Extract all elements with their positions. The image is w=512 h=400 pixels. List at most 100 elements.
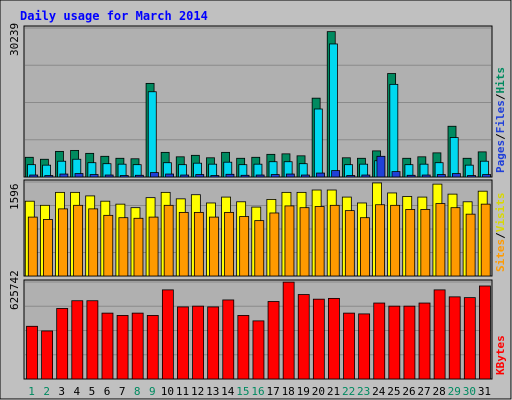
bar-kbytes-day-15 [237,315,250,380]
bar-pages-day-3 [59,173,69,178]
x-tick-label: 26 [402,385,415,398]
bar-pages-day-12 [195,174,205,178]
bar-kbytes-day-7 [116,315,129,380]
bar-kbytes-day-27 [418,302,431,380]
bar-files-day-13 [208,163,218,178]
legend-entry: Sites [494,239,507,272]
x-tick-label: 31 [478,385,491,398]
x-tick-label: 25 [387,385,400,398]
bar-kbytes-day-4 [71,300,84,380]
x-tick-label: 19 [297,385,310,398]
bar-sites-day-19 [299,207,310,277]
x-tick-label: 7 [119,385,126,398]
x-tick-label: 11 [176,385,189,398]
x-tick-label: 30 [463,385,476,398]
x-tick-label: 3 [58,385,65,398]
legend-entry: Pages [494,140,507,173]
bar-pages-day-27 [421,174,431,178]
bar-sites-day-11 [178,211,189,277]
bar-pages-day-22 [346,175,356,178]
bar-pages-day-16 [255,174,265,178]
bar-pages-day-25 [391,171,401,178]
bar-files-day-20 [313,108,323,178]
legend-entry: / [494,133,507,140]
panel-visits: 1596 Sites/Visits [8,179,507,277]
x-tick-labels: 1 2 3 4 5 6 7 8 9 10 11 12 13 14 15 16 17 18 19 20 21 22 23 24 2… [28,385,491,398]
bar-kbytes-day-26 [403,305,416,380]
bar-sites-day-29 [450,207,461,277]
bar-pages-day-18 [285,173,295,178]
bar-sites-day-9 [148,216,159,277]
bar-kbytes-day-11 [177,306,189,380]
bar-sites-day-3 [58,208,68,277]
bar-sites-day-30 [465,213,476,277]
x-tick-label: 12 [191,385,204,398]
x-tick-label: 21 [327,385,340,398]
bar-sites-day-23 [360,217,370,277]
x-tick-label: 2 [43,385,50,398]
bar-pages-day-7 [119,175,129,178]
x-tick-label: 22 [342,385,355,398]
bar-sites-day-12 [193,211,204,277]
legend-entry: / [494,93,507,100]
x-tick-label: 18 [282,385,295,398]
x-tick-label: 24 [372,385,386,398]
bar-kbytes-day-17 [267,301,280,380]
x-tick-label: 4 [74,385,81,398]
bar-pages-day-2 [44,175,54,178]
bar-pages-day-11 [180,174,190,178]
panel-visits-legend: Sites/Visits [494,193,507,273]
bar-kbytes-day-2 [41,330,53,380]
panel-visits-max-label: 1596 [8,184,21,211]
panel-hits-legend: Pages/Files/Hits [494,67,507,173]
bar-kbytes-day-1 [26,325,38,380]
panel-kbytes-max-label: 625742 [8,270,21,310]
bar-kbytes-day-3 [56,308,69,380]
bar-kbytes-day-31 [478,285,491,380]
bar-sites-day-1 [27,216,38,277]
x-tick-label: 29 [448,385,461,398]
bar-sites-day-5 [88,208,99,277]
bar-pages-day-30 [467,175,476,178]
x-tick-label: 16 [251,385,264,398]
bar-kbytes-day-16 [252,320,265,380]
bar-sites-day-15 [239,216,250,277]
bar-sites-day-18 [284,205,295,277]
bar-pages-day-20 [316,172,325,178]
bar-pages-day-8 [134,174,144,178]
bar-sites-day-31 [480,203,491,277]
bar-kbytes-day-21 [328,297,340,380]
x-tick-label: 5 [89,385,96,398]
bar-kbytes-day-8 [131,312,144,380]
legend-entry: KBytes [494,335,507,375]
bar-pages-day-1 [29,174,39,178]
bar-sites-day-14 [224,211,234,277]
bar-pages-day-14 [225,173,235,178]
bar-pages-day-31 [482,174,492,178]
x-tick-label: 28 [433,385,446,398]
bar-kbytes-day-9 [146,315,159,380]
bar-files-day-9 [147,91,157,178]
bar-kbytes-day-28 [433,289,446,380]
bar-kbytes-day-29 [448,296,461,380]
bar-kbytes-day-23 [358,313,371,380]
bar-kbytes-day-13 [207,306,220,380]
x-tick-label: 23 [357,385,370,398]
panel-hits-plot-area [23,25,493,178]
x-tick-label: 14 [221,385,235,398]
panel-kbytes: 625742 KBytes [8,270,507,380]
x-tick-label: 20 [312,385,325,398]
bar-kbytes-day-20 [312,298,325,380]
bar-pages-day-5 [89,174,99,178]
x-tick-label: 17 [266,385,279,398]
bar-pages-day-17 [270,174,280,178]
bar-kbytes-day-19 [297,294,310,380]
bar-sites-day-24 [375,204,385,277]
bar-sites-day-16 [254,220,265,277]
legend-entry: Hits [494,67,507,94]
bar-kbytes-day-10 [161,289,174,380]
legend-entry: / [494,232,507,239]
bar-files-day-21 [329,43,338,178]
